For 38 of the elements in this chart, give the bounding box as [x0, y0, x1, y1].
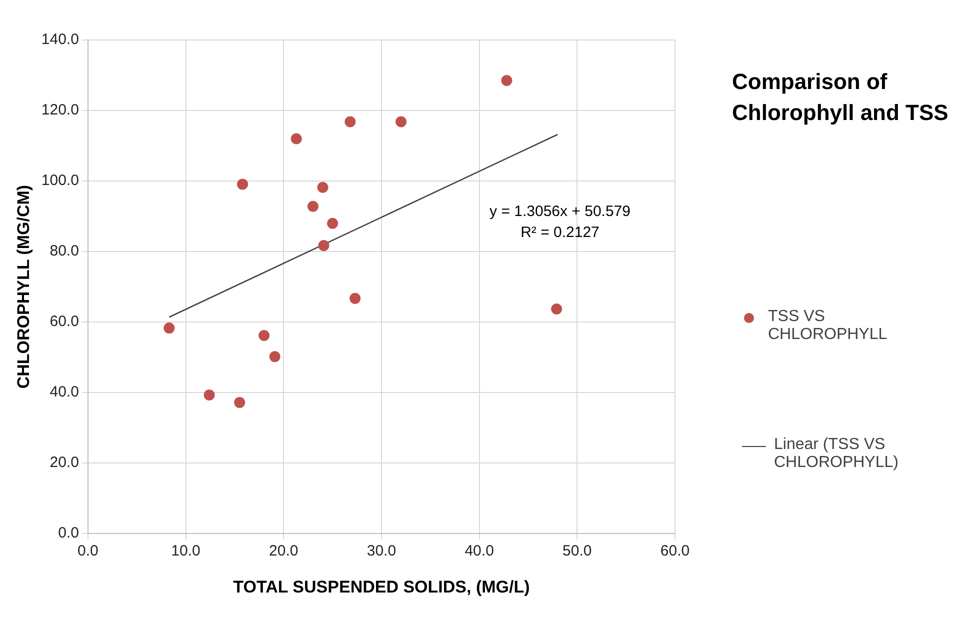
point [164, 322, 175, 334]
point [307, 200, 318, 212]
point [344, 116, 356, 128]
annotation: y = 1.3056x + 50.579 [490, 203, 630, 220]
point [237, 178, 248, 190]
point [327, 218, 338, 229]
x-tick-label: 40.0 [464, 542, 494, 560]
point [318, 240, 330, 252]
y-tick-label: 120.0 [41, 102, 79, 119]
point [551, 304, 562, 315]
y-tick-label: 80.0 [50, 242, 79, 260]
y-tick-label: 60.0 [50, 313, 79, 330]
x-tick-label: 30.0 [366, 542, 396, 560]
y-tick-label: 0.0 [58, 524, 79, 542]
y-tick-label: 40.0 [50, 384, 79, 401]
x-tick-label: 60.0 [660, 542, 690, 560]
y-tick-label: 20.0 [50, 454, 79, 472]
annotation: R² = 0.2127 [520, 224, 600, 242]
point [204, 390, 215, 401]
legend-label: TSS VS CHLOROPHYLL [768, 308, 888, 344]
y-tick-label: 140.0 [41, 31, 79, 48]
legend-label: Linear (TSS VS CHLOROPHYLL) [774, 436, 900, 472]
point [350, 292, 361, 304]
point [317, 182, 328, 193]
y-tick-label: 100.0 [41, 172, 79, 190]
x-axis-title: TOTAL SUSPENDED SOLIDS, (MG/L) [233, 577, 530, 596]
text: Comparison of Chlorophyll and TSS [732, 68, 950, 127]
point [269, 351, 280, 362]
y-axis-title: CHLOROPHYLL (MG/CM) [14, 184, 33, 389]
point [290, 133, 302, 144]
x-tick-label: 0.0 [78, 542, 98, 560]
x-tick-label: 50.0 [562, 542, 592, 560]
point [234, 396, 246, 408]
point [258, 330, 270, 341]
point [396, 116, 407, 128]
x-tick-label: 20.0 [269, 542, 298, 560]
point [501, 75, 512, 86]
x-tick-label: 10.0 [171, 542, 200, 560]
